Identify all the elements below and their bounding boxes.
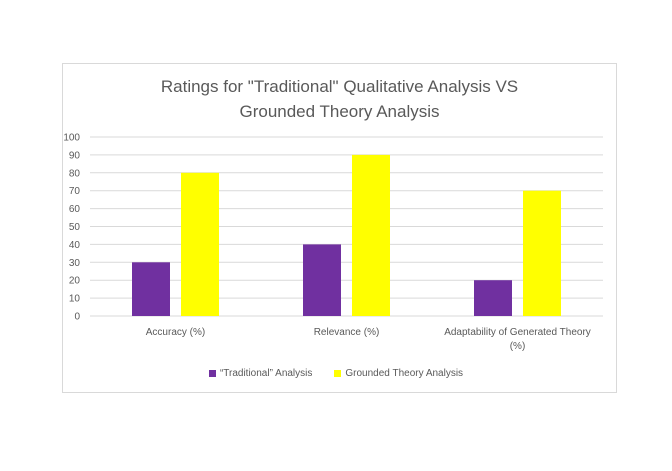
x-category-label: (%) [510,341,526,352]
y-tick-label: 60 [69,204,81,215]
chart-title-line-2: Grounded Theory Analysis [239,102,440,121]
y-tick-label: 20 [69,276,81,287]
bar-traditional [303,244,341,316]
y-tick-label: 40 [69,240,81,251]
x-category-label: Accuracy (%) [146,327,205,338]
legend-item: “Traditional” Analysis [208,368,313,379]
legend: “Traditional” Analysis Grounded Theory An… [0,368,672,379]
bar-grounded-theory [523,190,561,316]
y-tick-label: 30 [69,258,81,269]
y-tick-label: 70 [69,186,81,197]
y-tick-label: 50 [69,222,81,233]
x-category-label: Adaptability of Generated Theory [444,327,591,338]
legend-label: Grounded Theory Analysis [345,368,464,379]
chart-title-line-1: Ratings for "Traditional" Qualitative An… [160,77,519,96]
y-tick-label: 100 [63,133,80,144]
bar-traditional [474,280,512,316]
y-tick-label: 90 [69,150,81,161]
y-tick-label: 10 [69,294,81,305]
bar-traditional [132,262,170,316]
x-category-label: Relevance (%) [314,327,380,338]
y-tick-label: 80 [69,168,81,179]
legend-swatch [334,370,342,377]
y-tick-label: 0 [74,312,80,323]
legend-label: “Traditional” Analysis [219,368,313,379]
bar-grounded-theory [181,172,219,316]
bar-grounded-theory [352,154,390,316]
legend-swatch [208,370,216,377]
legend-item: Grounded Theory Analysis [334,368,463,379]
chart-title: Ratings for "Traditional" Qualitative An… [62,74,617,124]
